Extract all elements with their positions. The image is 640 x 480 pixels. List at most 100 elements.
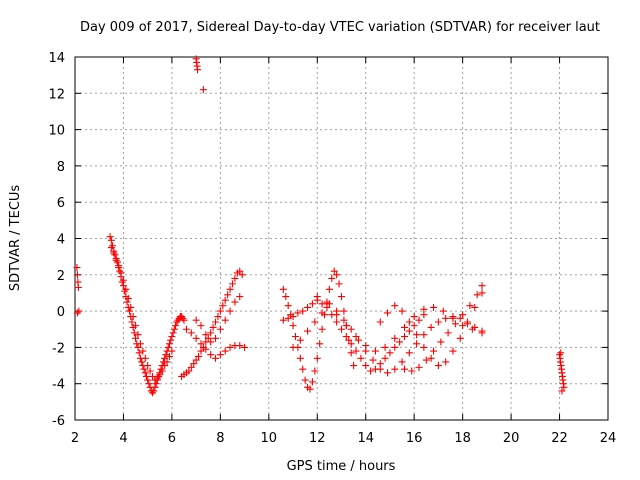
data-point [74,284,82,292]
data-point [170,325,178,333]
grid-lines [75,57,608,420]
data-point [333,311,341,319]
series-arc-main-second [107,244,176,384]
data-point [442,358,450,366]
data-point [405,349,413,357]
data-point [162,351,170,359]
data-point [168,347,176,355]
data-point [109,242,117,250]
data-point [224,291,232,299]
data-point [163,358,171,366]
data-point [398,307,406,315]
data-point [391,365,399,373]
data-point [73,271,81,279]
data-point [456,334,464,342]
data-point [180,316,188,324]
data-point [478,289,486,297]
data-point [345,336,353,344]
data-point [212,334,220,342]
data-point [323,300,331,308]
data-point [400,323,408,331]
data-point [422,356,430,364]
data-point [294,309,302,317]
y-tick-label: 6 [57,196,65,211]
data-point [152,380,160,388]
data-point [318,325,326,333]
data-point [212,354,220,362]
data-point [459,322,467,330]
series-mid-cluster-c [289,300,486,377]
data-point [451,320,459,328]
series-mid-cluster-f [400,282,486,375]
x-tick-label: 24 [600,431,617,446]
data-point [381,354,389,362]
data-point [106,233,114,241]
data-point [124,294,132,302]
data-point [126,307,134,315]
data-point [221,316,229,324]
data-point [413,340,421,348]
data-point [138,358,146,366]
data-point [415,316,423,324]
data-point [149,372,157,380]
data-point [204,334,212,342]
data-point [405,327,413,335]
data-point [199,86,207,94]
data-point [449,347,457,355]
data-point [299,365,307,373]
data-point [107,244,115,252]
data-point [226,307,234,315]
data-point [192,334,200,342]
data-point [145,380,153,388]
data-point [195,352,203,360]
series-early [73,264,83,317]
data-point [134,343,142,351]
data-point [155,372,163,380]
data-point [296,336,304,344]
data-point [471,303,479,311]
data-point [231,298,239,306]
data-point [122,285,130,293]
data-point [202,331,210,339]
data-point [216,307,224,315]
series-arc-main-descent [106,233,188,397]
data-point [311,367,319,375]
data-point [301,376,309,384]
data-point [207,338,215,346]
data-point [110,249,118,257]
data-point [282,293,290,301]
data-point [167,336,175,344]
data-point [73,264,81,272]
data-point [352,347,360,355]
data-point [284,302,292,310]
data-point [123,298,131,306]
data-point [330,267,338,275]
data-point [236,293,244,301]
data-point [169,329,177,337]
data-point [308,378,316,386]
data-point [466,302,474,310]
series-mid-cluster-a [279,267,358,393]
data-point [408,367,416,375]
data-point [121,287,129,295]
data-point [357,354,365,362]
data-point [313,354,321,362]
data-point [396,338,404,346]
data-point [158,367,166,375]
y-axis-label: SDTVAR / TECUs [8,185,23,292]
data-point [127,303,135,311]
data-point [335,280,343,288]
data-point [135,349,143,357]
series-arc-right-rising [178,267,246,380]
data-point [279,316,287,324]
data-point [362,362,370,370]
data-point [291,333,299,341]
data-point [371,347,379,355]
data-point [299,307,307,315]
x-tick-label: 18 [454,431,471,446]
data-point [151,383,159,391]
data-point [410,313,418,321]
data-point [478,282,486,290]
data-point [391,302,399,310]
data-point [463,320,471,328]
